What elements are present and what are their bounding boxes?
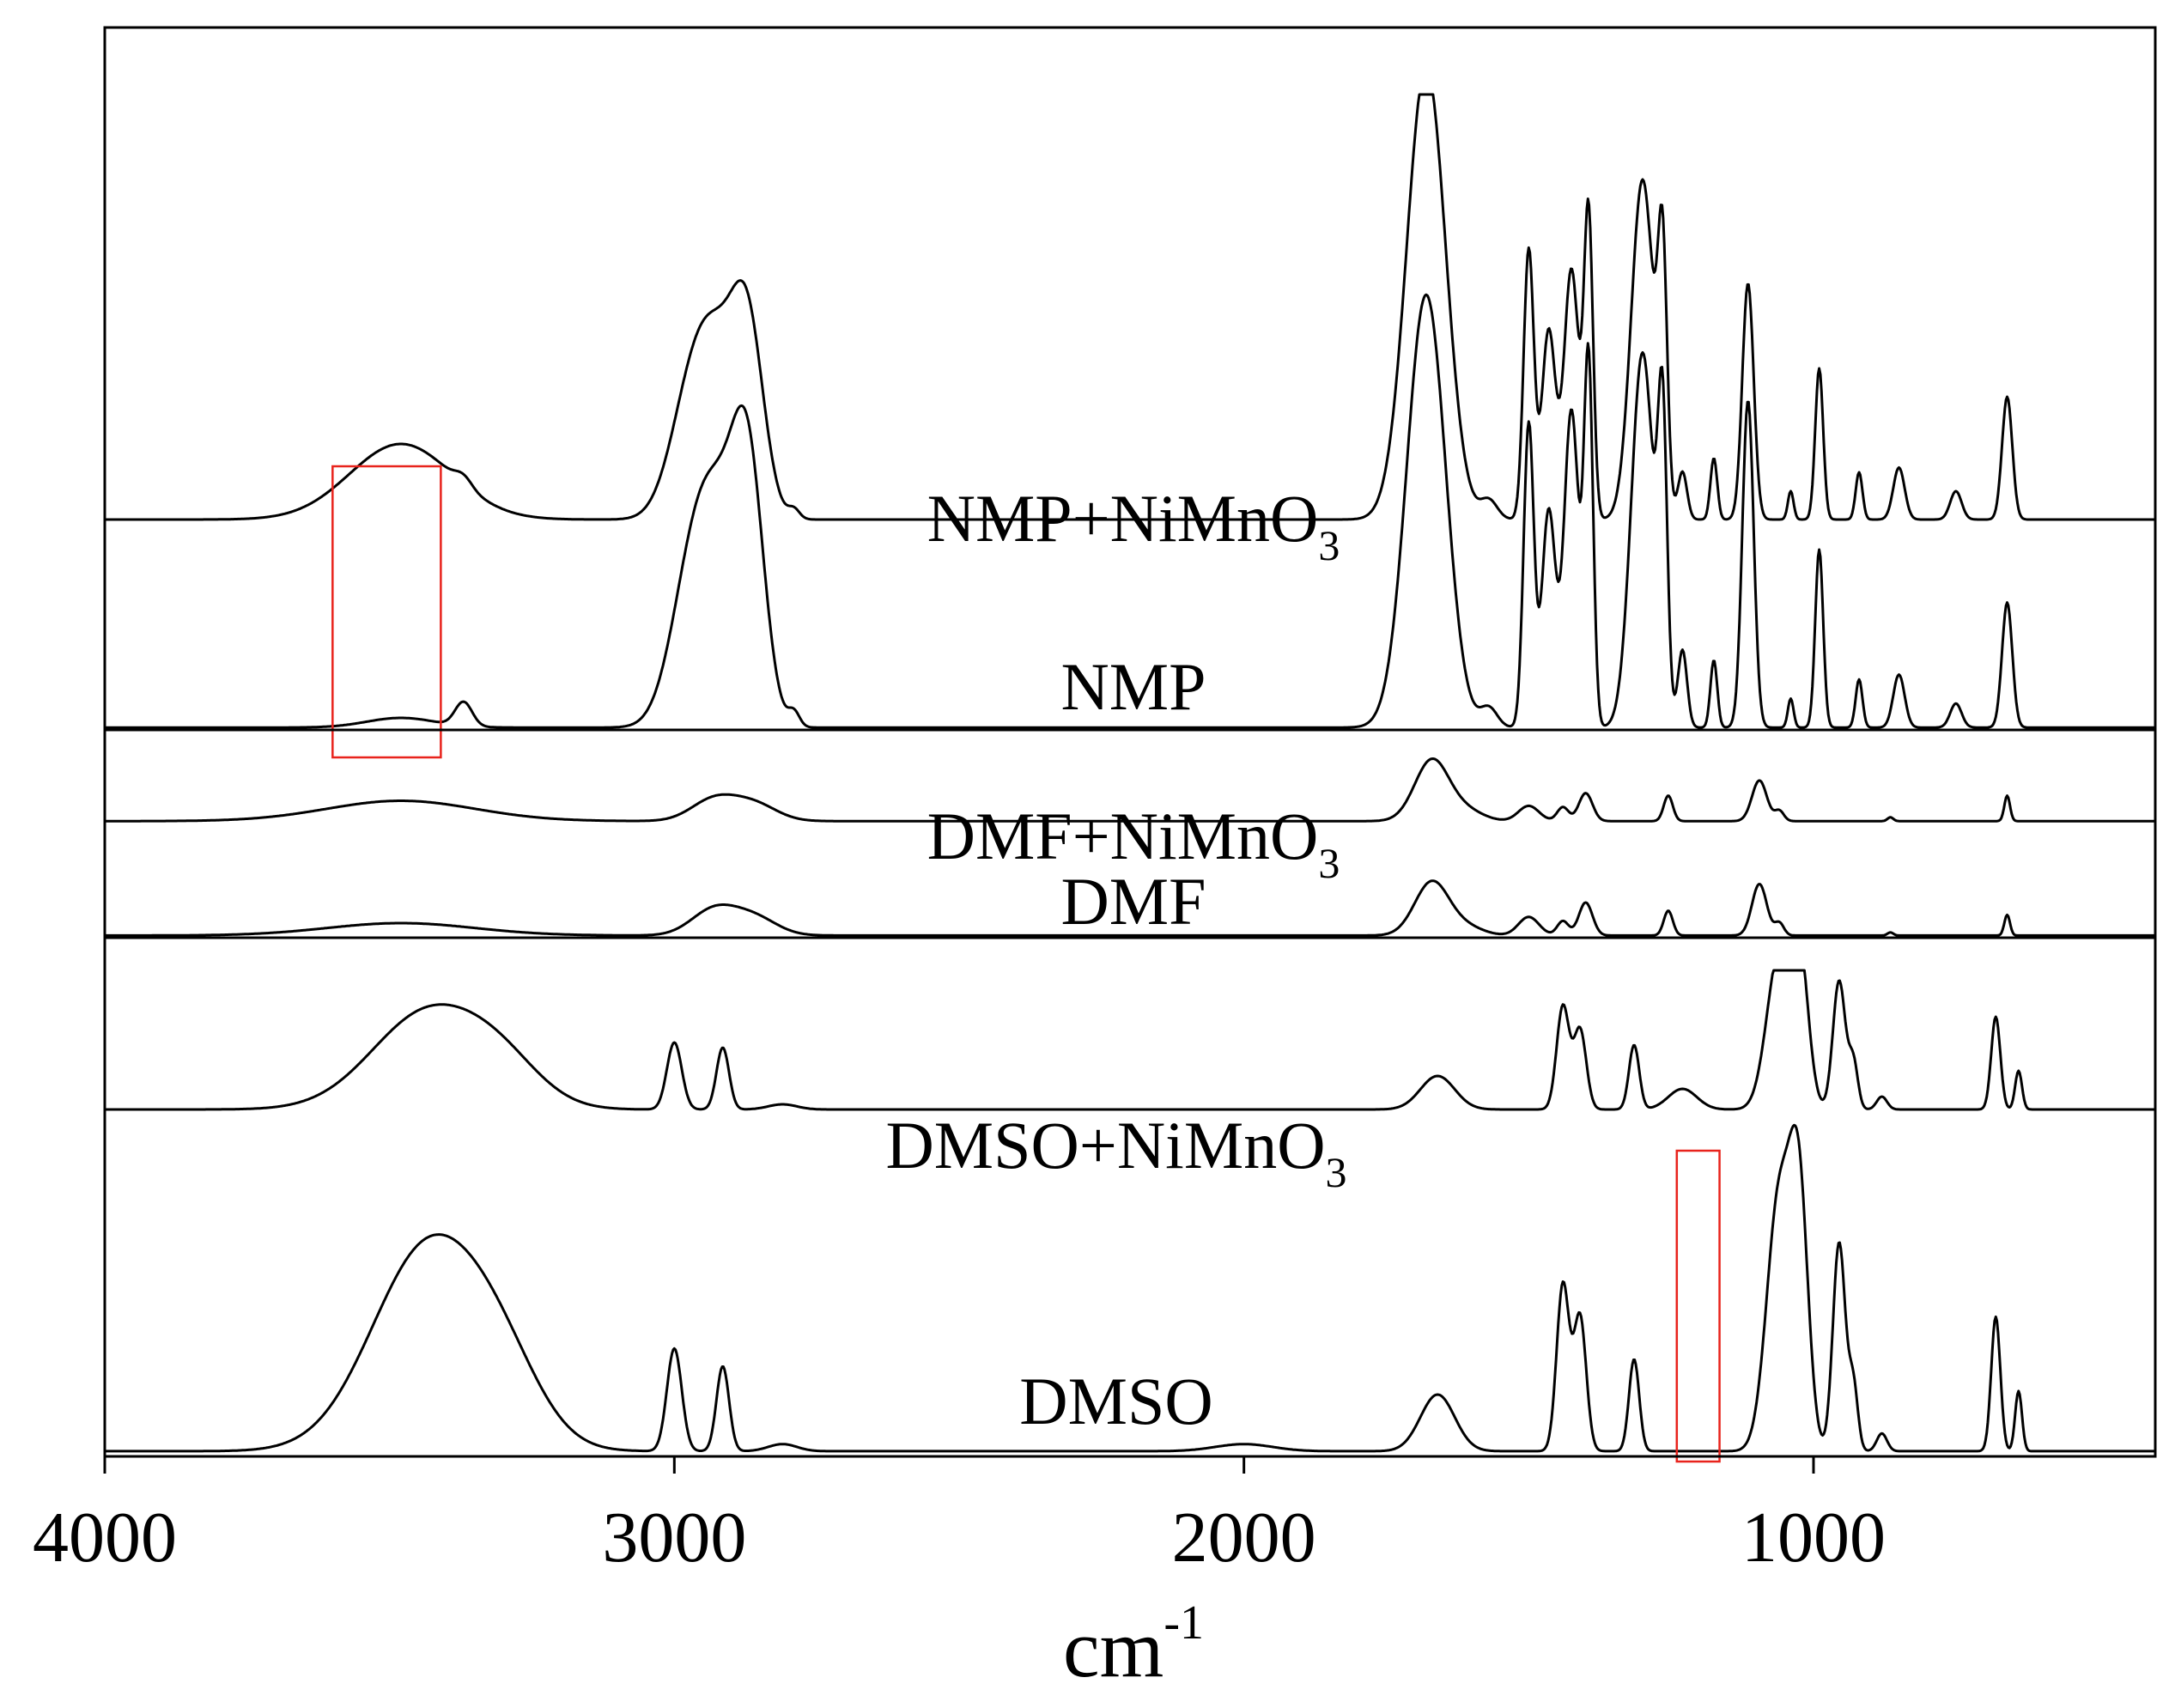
x-axis-exponent: -1: [1163, 1596, 1204, 1650]
highlight-box-1: [331, 465, 442, 759]
series-label-dmso-nimno3: DMSO+NiMnO3: [885, 1108, 1346, 1196]
plot-frame: [103, 26, 2157, 1458]
series-label-main: DMF+NiMnO: [927, 799, 1319, 873]
series-label-main: NMP+NiMnO: [927, 481, 1319, 556]
x-axis-unit: cm: [1063, 1602, 1163, 1694]
spectrum-dmso: [103, 1123, 2157, 1453]
spectrum-dmf: [103, 879, 2157, 937]
highlight-boxes: [331, 465, 1721, 1463]
spectra-group: [103, 93, 2157, 1453]
spectrum-dmso-nimno3: [103, 969, 2157, 1111]
series-label-subscript: 3: [1326, 1148, 1347, 1196]
spectrum-nmp-nimno3: [103, 93, 2157, 521]
series-label-main: DMSO+NiMnO: [885, 1108, 1325, 1182]
series-label-subscript: 3: [1318, 521, 1340, 569]
series-label-subscript: 3: [1318, 839, 1340, 887]
series-label-main: DMF: [1060, 864, 1206, 939]
series-label-nmp: NMP: [1060, 649, 1206, 724]
x-ticks: 4000 3000 2000 1000: [33, 1456, 1886, 1577]
axes-group: [103, 26, 2157, 1458]
series-label-dmso: DMSO: [1019, 1364, 1212, 1438]
series-label-dmf: DMF: [1060, 864, 1206, 939]
series-label-nmp-nimno3: NMP+NiMnO3: [927, 481, 1340, 569]
x-axis-title: cm-1: [1063, 1596, 1204, 1694]
series-label-dmf-nimno3: DMF+NiMnO3: [927, 799, 1340, 887]
series-label-main: DMSO: [1019, 1364, 1212, 1438]
series-labels: NMP+NiMnO3NMPDMF+NiMnO3DMFDMSO+NiMnO3DMS…: [885, 481, 1346, 1438]
highlight-box-2: [1675, 1149, 1721, 1463]
spectrum-nmp: [103, 293, 2157, 729]
x-tick-label-3000: 3000: [602, 1498, 746, 1577]
spectrum-dmf-nimno3: [103, 757, 2157, 823]
series-label-main: NMP: [1060, 649, 1206, 724]
x-tick-label-2000: 2000: [1172, 1498, 1316, 1577]
x-tick-label-4000: 4000: [33, 1498, 177, 1577]
x-tick-label-1000: 1000: [1741, 1498, 1886, 1577]
